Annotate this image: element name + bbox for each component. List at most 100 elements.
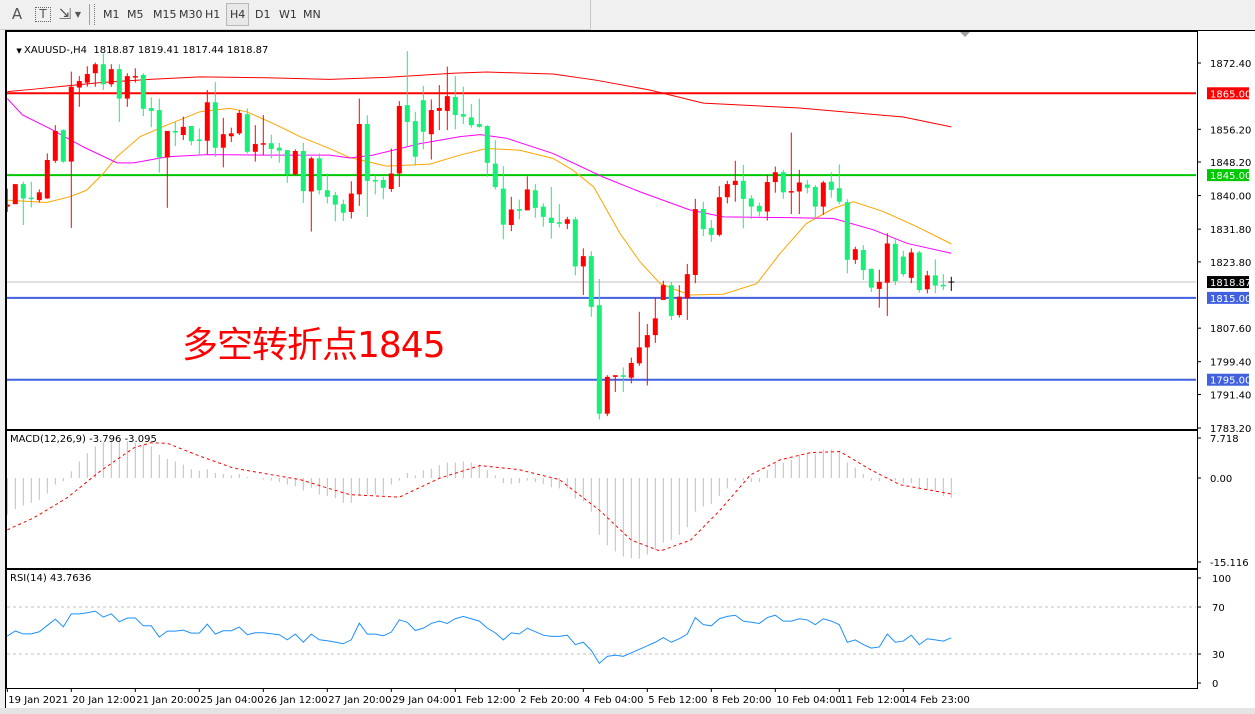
candle xyxy=(732,160,738,202)
macd-panel[interactable] xyxy=(6,430,1198,569)
candle xyxy=(644,324,650,386)
price-plot xyxy=(7,51,1196,420)
candle-body xyxy=(300,150,306,192)
candle-body xyxy=(444,96,450,111)
candle-body xyxy=(764,182,770,212)
candle xyxy=(828,172,834,198)
timeframe-h4[interactable]: H4 xyxy=(226,3,250,26)
price-tick-label: 1799.40 xyxy=(1210,358,1251,369)
macd-plot xyxy=(7,440,952,559)
candle xyxy=(380,176,386,200)
candle xyxy=(748,195,754,219)
timeframe-d1[interactable]: D1 xyxy=(255,8,271,21)
price-tick-label: 1840.00 xyxy=(1210,192,1251,203)
candle xyxy=(852,246,858,264)
text-label-icon[interactable]: T xyxy=(35,7,51,22)
timeframe-m15[interactable]: M15 xyxy=(153,8,177,21)
candle xyxy=(844,199,850,274)
macd-title: MACD(12,26,9) xyxy=(10,434,86,445)
candle xyxy=(164,130,170,208)
candle xyxy=(628,357,634,384)
rsi-panel[interactable] xyxy=(6,569,1198,689)
rsi-tick-label: 100 xyxy=(1212,574,1231,585)
candle xyxy=(316,153,322,195)
moving-average-line xyxy=(7,107,952,296)
candle-body xyxy=(428,110,434,135)
level-price-tag: 1815.00 xyxy=(1210,294,1251,305)
timeframe-m30[interactable]: M30 xyxy=(179,8,203,21)
timeframe-w1[interactable]: W1 xyxy=(279,8,297,21)
candle-body xyxy=(620,375,626,377)
moving-average-line xyxy=(7,71,952,128)
candle xyxy=(948,276,955,291)
time-tick-label: 27 Jan 20:00 xyxy=(328,695,391,706)
timeframe-m1[interactable]: M1 xyxy=(103,8,120,21)
candle-body xyxy=(108,69,114,85)
candle-body xyxy=(212,102,218,148)
timeframe-h1[interactable]: H1 xyxy=(205,8,221,21)
candle xyxy=(364,115,370,217)
candle xyxy=(476,98,482,128)
current-price-tag: 1818.87 xyxy=(1210,278,1251,289)
candle xyxy=(932,259,938,294)
candle-body xyxy=(828,181,834,190)
candle-body xyxy=(740,180,746,199)
macd-signal-value: -3.095 xyxy=(124,434,157,445)
candle-body xyxy=(276,147,282,151)
candle-body xyxy=(292,150,298,175)
level-price-tag-bg xyxy=(1207,87,1249,100)
candle xyxy=(428,99,434,160)
candle-body xyxy=(156,110,162,158)
candle-body xyxy=(852,249,858,260)
candle xyxy=(284,150,290,183)
candle-body xyxy=(844,202,850,260)
candle-body xyxy=(60,130,66,162)
candle xyxy=(508,196,514,232)
timeframe-mn[interactable]: MN xyxy=(303,8,321,21)
toolbar-grip[interactable] xyxy=(94,4,96,25)
level-price-tag-bg xyxy=(1207,373,1249,386)
candle-body xyxy=(548,217,554,223)
chevron-down-icon[interactable]: ▼ xyxy=(74,10,82,19)
candle-body xyxy=(732,180,738,185)
price-panel[interactable] xyxy=(6,31,1198,430)
candle xyxy=(884,233,890,316)
candle-body xyxy=(804,184,810,188)
toolbar: A T ⇲ ▼ M1 M5 M15 M30 H1 H4 D1 W1 MN xyxy=(0,0,591,30)
candle xyxy=(532,184,538,218)
candle-body xyxy=(420,100,426,132)
candle-body xyxy=(916,252,922,291)
candle xyxy=(460,86,466,124)
time-tick-label: 11 Feb 12:00 xyxy=(840,695,906,706)
candle-body xyxy=(28,197,34,200)
price-tick-label: 1791.40 xyxy=(1210,390,1251,401)
candle-body xyxy=(692,209,698,275)
candle-body xyxy=(220,134,226,148)
candle xyxy=(92,62,98,87)
candle xyxy=(468,103,474,128)
candle-body xyxy=(836,188,842,202)
candle xyxy=(772,166,778,193)
chart-menu-triangle-icon[interactable]: ▼ xyxy=(16,47,24,55)
candle xyxy=(540,203,546,227)
candle xyxy=(820,180,826,215)
candle-body xyxy=(492,163,498,187)
text-icon[interactable]: A xyxy=(11,5,23,23)
time-tick-label: 4 Feb 04:00 xyxy=(584,695,643,706)
time-tick-label: 10 Feb 04:00 xyxy=(776,695,842,706)
candle xyxy=(676,285,682,318)
timeframe-m5[interactable]: M5 xyxy=(127,8,144,21)
candle-body xyxy=(468,117,474,126)
time-tick-label: 2 Feb 20:00 xyxy=(520,695,579,706)
candle xyxy=(308,156,314,232)
candle-body xyxy=(260,143,266,145)
candle xyxy=(524,176,530,211)
draw-tools-icon[interactable]: ⇲ xyxy=(58,5,72,23)
candle xyxy=(44,153,50,199)
candle-body xyxy=(900,256,906,275)
price-tick-label: 1831.80 xyxy=(1210,225,1251,236)
candle-body xyxy=(772,172,778,183)
candle xyxy=(940,274,946,291)
macd-tick-label: -15.116 xyxy=(1210,558,1249,569)
candle-body xyxy=(172,130,178,133)
